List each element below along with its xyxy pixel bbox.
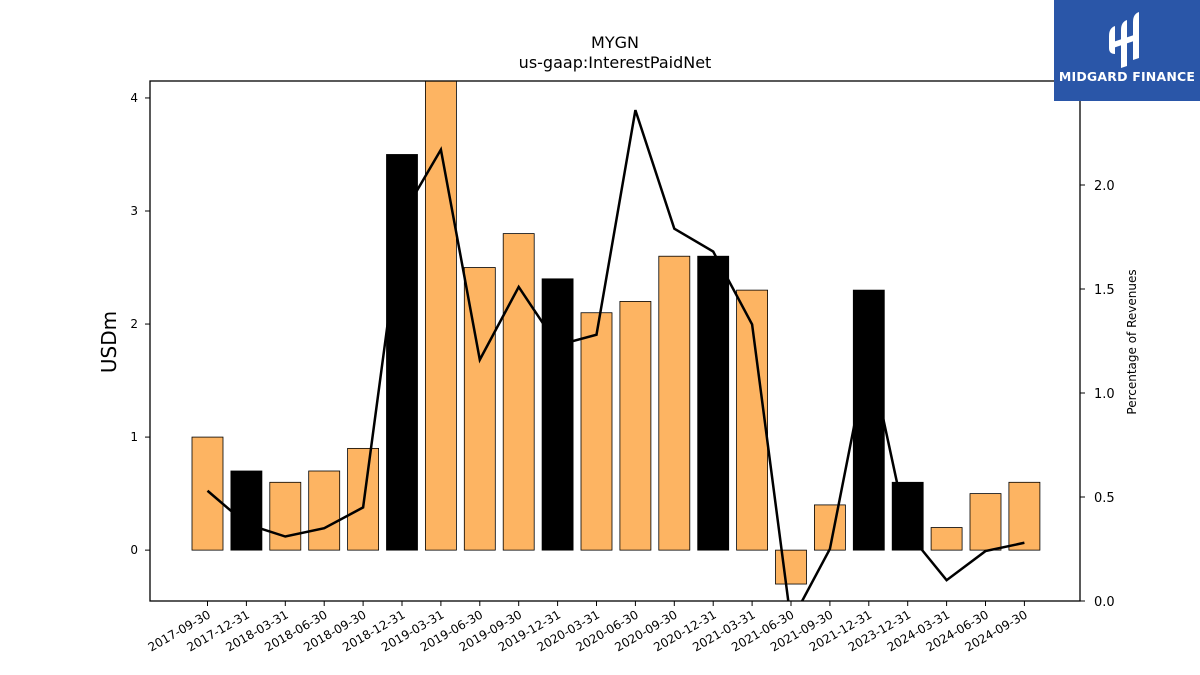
bar-2020-12-31 bbox=[697, 255, 730, 551]
y2-tick-label: 1.5 bbox=[1094, 283, 1115, 298]
y2-tick-label: 0.5 bbox=[1094, 491, 1115, 506]
bar-2017-12-31 bbox=[230, 470, 263, 551]
y-tick-label: 2 bbox=[130, 317, 138, 331]
bar-2020-06-30 bbox=[619, 301, 652, 551]
bar-2018-03-31 bbox=[269, 481, 302, 551]
y-axis-label: USDm bbox=[97, 311, 121, 373]
y2-axis-label: Percentage of Revenues bbox=[1125, 269, 1139, 414]
left-axis-ticks: 0 1 2 3 4 bbox=[130, 91, 150, 557]
right-axis-ticks: 0.0 0.5 1.0 1.5 2.0 bbox=[1080, 179, 1115, 610]
y-tick-label: 1 bbox=[130, 430, 138, 444]
y-tick-label: 0 bbox=[130, 543, 138, 557]
bar-2019-12-31 bbox=[541, 278, 574, 551]
bar-2019-09-30 bbox=[502, 233, 535, 551]
plot-frame bbox=[149, 80, 1081, 602]
y2-tick-label: 1.0 bbox=[1094, 387, 1115, 402]
plot-area bbox=[149, 80, 1081, 602]
bar-2020-09-30 bbox=[658, 255, 691, 551]
logo-text: MIDGARD FINANCE bbox=[1058, 69, 1196, 84]
bar-2024-09-30 bbox=[1008, 481, 1041, 551]
chart-title: MYGN bbox=[591, 33, 639, 52]
bar-2024-06-30 bbox=[969, 493, 1002, 551]
bar-2017-09-30 bbox=[191, 436, 224, 551]
y2-tick-label: 2.0 bbox=[1094, 179, 1115, 194]
y-tick-label: 4 bbox=[130, 91, 138, 105]
bar-2020-03-31 bbox=[580, 312, 613, 551]
bar-2019-06-30 bbox=[463, 267, 496, 551]
x-axis-ticks: 2017-09-302017-12-312018-03-312018-06-30… bbox=[146, 601, 1030, 654]
bar-2018-06-30 bbox=[308, 470, 341, 551]
bar-2023-12-31 bbox=[891, 481, 924, 551]
y-tick-label: 3 bbox=[130, 204, 138, 218]
bar-2024-03-31 bbox=[930, 527, 963, 551]
logo-mark-icon bbox=[1109, 12, 1139, 68]
bar-2021-06-30 bbox=[775, 549, 807, 585]
y2-tick-label: 0.0 bbox=[1094, 595, 1115, 610]
bar-series bbox=[191, 80, 1041, 585]
midgard-finance-logo: MIDGARD FINANCE bbox=[1054, 0, 1200, 101]
percentage-line bbox=[206, 109, 1025, 601]
bar-2021-12-31 bbox=[852, 289, 885, 551]
chart-subtitle: us-gaap:InterestPaidNet bbox=[519, 53, 712, 72]
